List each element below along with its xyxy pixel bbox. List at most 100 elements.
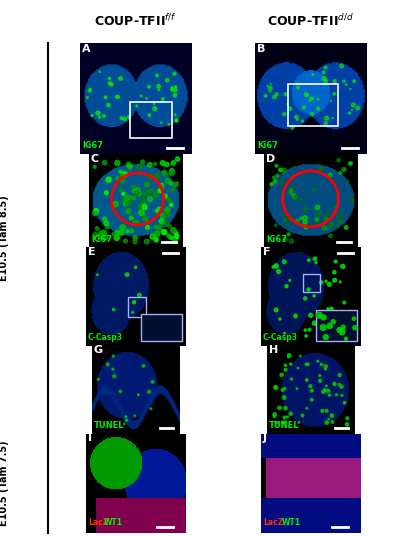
Circle shape bbox=[172, 236, 177, 242]
Circle shape bbox=[287, 356, 289, 358]
Circle shape bbox=[135, 188, 140, 192]
Circle shape bbox=[132, 189, 136, 193]
Circle shape bbox=[168, 123, 169, 125]
Circle shape bbox=[148, 174, 152, 179]
Text: E10.5 (Tam 8.5): E10.5 (Tam 8.5) bbox=[0, 195, 9, 281]
Circle shape bbox=[323, 66, 326, 69]
Circle shape bbox=[103, 230, 106, 233]
Circle shape bbox=[317, 329, 321, 332]
Circle shape bbox=[108, 82, 111, 85]
Circle shape bbox=[91, 115, 93, 116]
Circle shape bbox=[340, 394, 342, 397]
Circle shape bbox=[159, 219, 164, 224]
Circle shape bbox=[288, 412, 292, 415]
Circle shape bbox=[350, 103, 354, 107]
Circle shape bbox=[137, 293, 141, 297]
Circle shape bbox=[345, 417, 348, 420]
Circle shape bbox=[266, 86, 267, 87]
Circle shape bbox=[111, 368, 113, 370]
Circle shape bbox=[135, 191, 139, 195]
Circle shape bbox=[169, 236, 172, 239]
Circle shape bbox=[311, 74, 313, 75]
Circle shape bbox=[355, 107, 359, 110]
Circle shape bbox=[279, 181, 283, 185]
Circle shape bbox=[282, 421, 285, 424]
Circle shape bbox=[296, 118, 298, 121]
Text: LacZ: LacZ bbox=[262, 518, 283, 527]
Circle shape bbox=[322, 76, 326, 81]
Circle shape bbox=[310, 399, 312, 401]
Circle shape bbox=[119, 188, 123, 192]
Circle shape bbox=[160, 122, 162, 123]
Circle shape bbox=[272, 176, 275, 179]
Circle shape bbox=[344, 423, 348, 426]
Circle shape bbox=[290, 378, 292, 380]
Circle shape bbox=[327, 173, 331, 177]
Circle shape bbox=[104, 221, 109, 226]
Circle shape bbox=[273, 386, 277, 390]
Circle shape bbox=[326, 323, 332, 329]
Circle shape bbox=[122, 117, 126, 121]
Circle shape bbox=[308, 385, 311, 387]
Circle shape bbox=[114, 160, 119, 166]
Text: Ki67: Ki67 bbox=[265, 235, 286, 244]
Circle shape bbox=[319, 281, 322, 284]
Text: WT1: WT1 bbox=[281, 518, 300, 527]
Circle shape bbox=[325, 385, 326, 386]
Circle shape bbox=[102, 217, 106, 221]
Circle shape bbox=[114, 235, 119, 240]
Circle shape bbox=[119, 171, 122, 173]
Circle shape bbox=[323, 389, 326, 392]
Circle shape bbox=[334, 206, 336, 208]
Circle shape bbox=[169, 182, 172, 185]
Circle shape bbox=[99, 230, 103, 235]
Circle shape bbox=[340, 264, 344, 268]
Circle shape bbox=[155, 74, 158, 77]
Bar bbox=[130, 102, 172, 138]
Circle shape bbox=[174, 231, 178, 235]
Circle shape bbox=[145, 182, 149, 187]
Circle shape bbox=[96, 274, 98, 275]
Bar bbox=[288, 84, 338, 126]
Circle shape bbox=[336, 328, 341, 332]
Circle shape bbox=[282, 416, 285, 419]
Circle shape bbox=[175, 118, 178, 122]
Circle shape bbox=[275, 174, 278, 177]
Circle shape bbox=[332, 271, 335, 274]
Circle shape bbox=[310, 112, 313, 116]
Circle shape bbox=[112, 201, 118, 207]
Circle shape bbox=[324, 212, 328, 216]
Text: C-Casp3: C-Casp3 bbox=[262, 334, 297, 343]
Circle shape bbox=[282, 238, 286, 241]
Circle shape bbox=[101, 230, 106, 235]
Circle shape bbox=[164, 172, 168, 176]
Circle shape bbox=[115, 230, 119, 235]
Circle shape bbox=[327, 419, 329, 420]
Circle shape bbox=[95, 226, 99, 230]
Circle shape bbox=[340, 325, 344, 329]
Circle shape bbox=[330, 320, 334, 324]
Circle shape bbox=[152, 107, 156, 111]
Circle shape bbox=[309, 97, 313, 100]
Circle shape bbox=[310, 390, 312, 392]
Circle shape bbox=[164, 221, 169, 226]
Circle shape bbox=[138, 210, 144, 216]
Circle shape bbox=[302, 106, 305, 109]
Circle shape bbox=[125, 273, 129, 277]
Circle shape bbox=[299, 198, 301, 200]
Circle shape bbox=[134, 415, 135, 416]
Circle shape bbox=[154, 238, 158, 242]
Circle shape bbox=[120, 117, 122, 119]
Text: Ki67: Ki67 bbox=[82, 140, 103, 150]
Circle shape bbox=[148, 189, 152, 193]
Circle shape bbox=[314, 218, 318, 222]
Text: F: F bbox=[262, 247, 270, 257]
Circle shape bbox=[352, 325, 356, 330]
Circle shape bbox=[164, 207, 169, 213]
Circle shape bbox=[133, 301, 135, 303]
Circle shape bbox=[323, 322, 327, 326]
Circle shape bbox=[153, 103, 154, 105]
Text: I: I bbox=[88, 434, 92, 443]
Circle shape bbox=[328, 223, 333, 227]
Circle shape bbox=[293, 314, 297, 317]
